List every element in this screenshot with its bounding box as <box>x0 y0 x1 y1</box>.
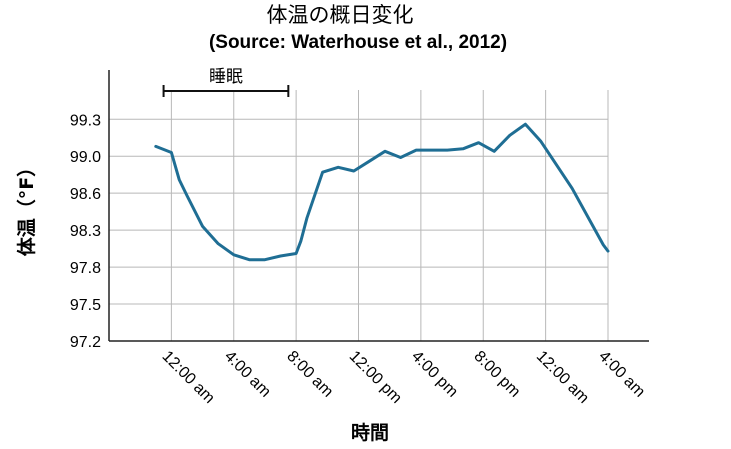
x-axis-label: 時間 <box>351 422 389 444</box>
y-tick-label: 97.5 <box>70 297 101 314</box>
chart-title: 体温の概日変化 <box>267 3 414 27</box>
x-tick-label: 12:00 pm <box>346 348 405 407</box>
sleep-label: 睡眠 <box>209 67 243 87</box>
chart-subtitle: (Source: Waterhouse et al., 2012) <box>209 32 507 53</box>
y-tick-label: 97.2 <box>70 334 101 351</box>
y-tick-label: 97.8 <box>70 260 101 277</box>
y-tick-label: 98.6 <box>70 186 101 203</box>
x-tick-label: 8:00 am <box>283 348 336 401</box>
axes <box>108 70 649 342</box>
y-tick-label: 99.3 <box>70 112 101 129</box>
series-group <box>154 122 610 262</box>
x-tick-labels: 12:00 am 4:00 am 8:00 am 12:00 pm 4:00 pm 8:0… <box>159 348 649 407</box>
x-tick-label: 8:00 pm <box>470 348 523 401</box>
x-tick-label: 4:00 am <box>595 348 648 401</box>
x-tick-label: 12:00 am <box>159 348 218 407</box>
x-tick-label: 4:00 pm <box>408 348 461 401</box>
gridlines <box>109 90 609 342</box>
x-tick-label: 4:00 am <box>221 348 274 401</box>
y-axis-label: 体温（°F） <box>15 158 38 256</box>
y-tick-label: 98.3 <box>70 223 101 240</box>
y-tick-label: 99.0 <box>70 149 101 166</box>
temperature-line <box>154 122 610 262</box>
y-tick-labels: 97.2 97.5 97.8 98.3 98.6 99.0 99.3 <box>70 112 101 351</box>
x-tick-label: 12:00 am <box>533 348 592 407</box>
sleep-annotation: 睡眠 <box>162 67 290 97</box>
